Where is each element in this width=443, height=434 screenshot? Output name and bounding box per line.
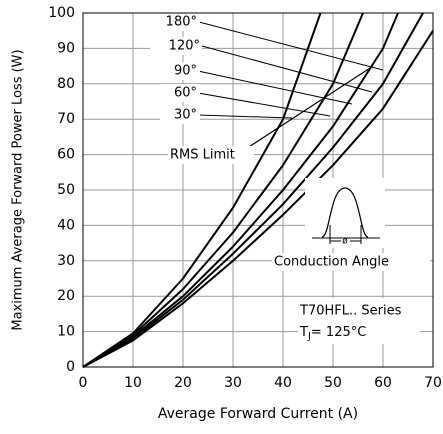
tj-rest: = 125°C xyxy=(311,325,366,340)
x-axis-title: Average Forward Current (A) xyxy=(158,406,358,422)
y-tick-label: 70 xyxy=(57,111,75,127)
series-label: 90° xyxy=(174,64,197,79)
label-box xyxy=(150,37,202,55)
y-tick-label: 10 xyxy=(57,324,75,340)
curves xyxy=(82,12,434,368)
y-tick-label: 100 xyxy=(48,5,75,21)
curve xyxy=(82,12,364,368)
curve xyxy=(82,12,322,368)
leader-line xyxy=(197,92,331,117)
series-label: 30° xyxy=(174,108,197,123)
label-box xyxy=(150,13,200,31)
y-tick-label: 60 xyxy=(57,147,75,163)
label-box xyxy=(160,62,200,80)
y-tick-label: 30 xyxy=(57,253,75,269)
x-tick-label: 50 xyxy=(324,375,342,391)
conduction-label: Conduction Angle xyxy=(274,255,389,270)
y-tick-label: 80 xyxy=(57,76,75,92)
series-label: 60° xyxy=(174,86,197,101)
conduction-icon xyxy=(321,187,369,238)
leader-line xyxy=(197,114,293,119)
plot-frame xyxy=(82,12,434,368)
leader-line xyxy=(201,45,373,93)
y-axis-title: Maximum Average Forward Power Loss (W) xyxy=(11,49,26,330)
y-tick-label: 40 xyxy=(57,217,75,233)
label-box xyxy=(272,253,430,271)
rms-limit-line xyxy=(247,65,374,149)
tj-sub: J xyxy=(307,331,311,342)
tj-t: T xyxy=(299,325,308,340)
curve xyxy=(82,30,434,368)
series-note: T70HFL.. Series xyxy=(299,304,402,319)
series-label: 120° xyxy=(169,39,200,54)
x-tick-label: 20 xyxy=(174,375,192,391)
curve xyxy=(82,12,424,368)
label-box xyxy=(160,106,200,124)
x-tick-label: 70 xyxy=(424,375,442,391)
x-tick-label: 10 xyxy=(124,375,142,391)
label-box xyxy=(168,146,254,164)
y-tick-label: 0 xyxy=(66,359,75,375)
y-tick-label: 20 xyxy=(57,288,75,304)
series-label: 180° xyxy=(166,15,197,30)
leader-line xyxy=(198,21,384,71)
x-tick-label: 60 xyxy=(374,375,392,391)
annotations: ø 180° 120° 90° 60° 30° RMS Limit Conduc… xyxy=(150,13,430,344)
x-tick-label: 0 xyxy=(79,375,88,391)
x-tick-label: 30 xyxy=(224,375,242,391)
conduction-symbol: ø xyxy=(342,237,348,247)
rms-limit-label: RMS Limit xyxy=(170,148,235,163)
x-tick-label: 40 xyxy=(274,375,292,391)
curve xyxy=(82,12,399,368)
inset-box xyxy=(305,178,385,248)
y-tick-label: 90 xyxy=(57,40,75,56)
tj-note: TJ= 125°C xyxy=(299,325,366,343)
label-box xyxy=(160,84,200,102)
label-box xyxy=(298,298,420,344)
leader-line xyxy=(197,70,353,105)
y-tick-label: 50 xyxy=(57,182,75,198)
